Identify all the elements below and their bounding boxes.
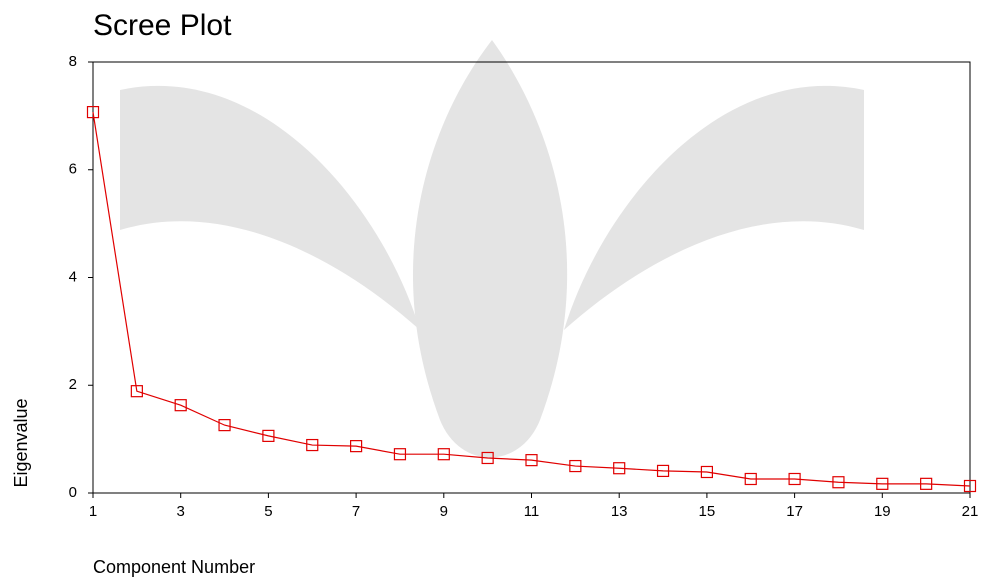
y-tick-label: 6 bbox=[69, 161, 77, 178]
y-tick-label: 0 bbox=[69, 484, 77, 501]
x-tick-label: 1 bbox=[89, 503, 97, 520]
y-axis-label: Eigenvalue bbox=[11, 398, 31, 487]
x-tick-label: 3 bbox=[177, 503, 185, 520]
x-tick-label: 7 bbox=[352, 503, 360, 520]
chart-title: Scree Plot bbox=[93, 9, 232, 42]
x-axis-label: Component Number bbox=[93, 557, 255, 577]
x-tick-label: 9 bbox=[440, 503, 448, 520]
x-tick-label: 13 bbox=[611, 503, 628, 520]
x-tick-label: 19 bbox=[874, 503, 891, 520]
y-tick-label: 4 bbox=[69, 268, 77, 285]
y-tick-label: 2 bbox=[69, 376, 77, 393]
x-tick-label: 11 bbox=[524, 503, 540, 520]
x-tick-label: 21 bbox=[962, 503, 979, 520]
x-tick-label: 15 bbox=[699, 503, 716, 520]
x-tick-label: 17 bbox=[786, 503, 803, 520]
watermark bbox=[120, 40, 864, 458]
x-tick-label: 5 bbox=[264, 503, 272, 520]
y-tick-label: 8 bbox=[69, 53, 77, 70]
chart: Scree Plot Component Number Eigenvalue 0… bbox=[0, 0, 984, 578]
